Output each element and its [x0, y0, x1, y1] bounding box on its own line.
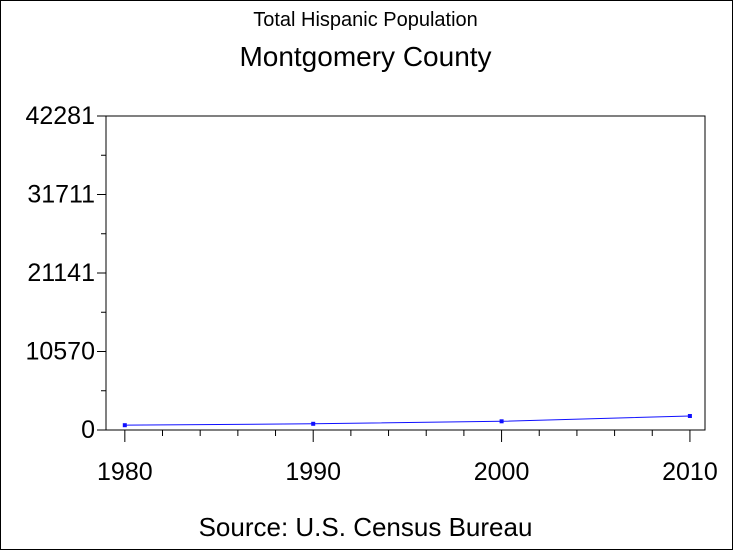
data-point: [311, 421, 316, 426]
x-tick-label: 2010: [662, 458, 718, 486]
plot-area-border: [105, 115, 706, 431]
chart-subtitle: Montgomery County: [239, 41, 492, 72]
y-tick-label: 21141: [27, 259, 95, 287]
x-tick-label: 1980: [97, 458, 153, 486]
chart-title: Total Hispanic Population: [253, 9, 478, 31]
source-note: Source: U.S. Census Bureau: [198, 512, 533, 542]
data-point: [687, 414, 692, 418]
x-tick-label: 1990: [285, 458, 341, 486]
series-line: [124, 415, 690, 426]
y-tick-label: 31711: [27, 180, 95, 208]
data-point: [499, 419, 504, 424]
y-tick-label: 10570: [25, 338, 95, 366]
y-tick-label: 0: [81, 416, 95, 444]
x-tick-label: 2000: [474, 458, 530, 486]
data-point: [122, 423, 127, 428]
y-tick-label: 42281: [25, 102, 95, 130]
